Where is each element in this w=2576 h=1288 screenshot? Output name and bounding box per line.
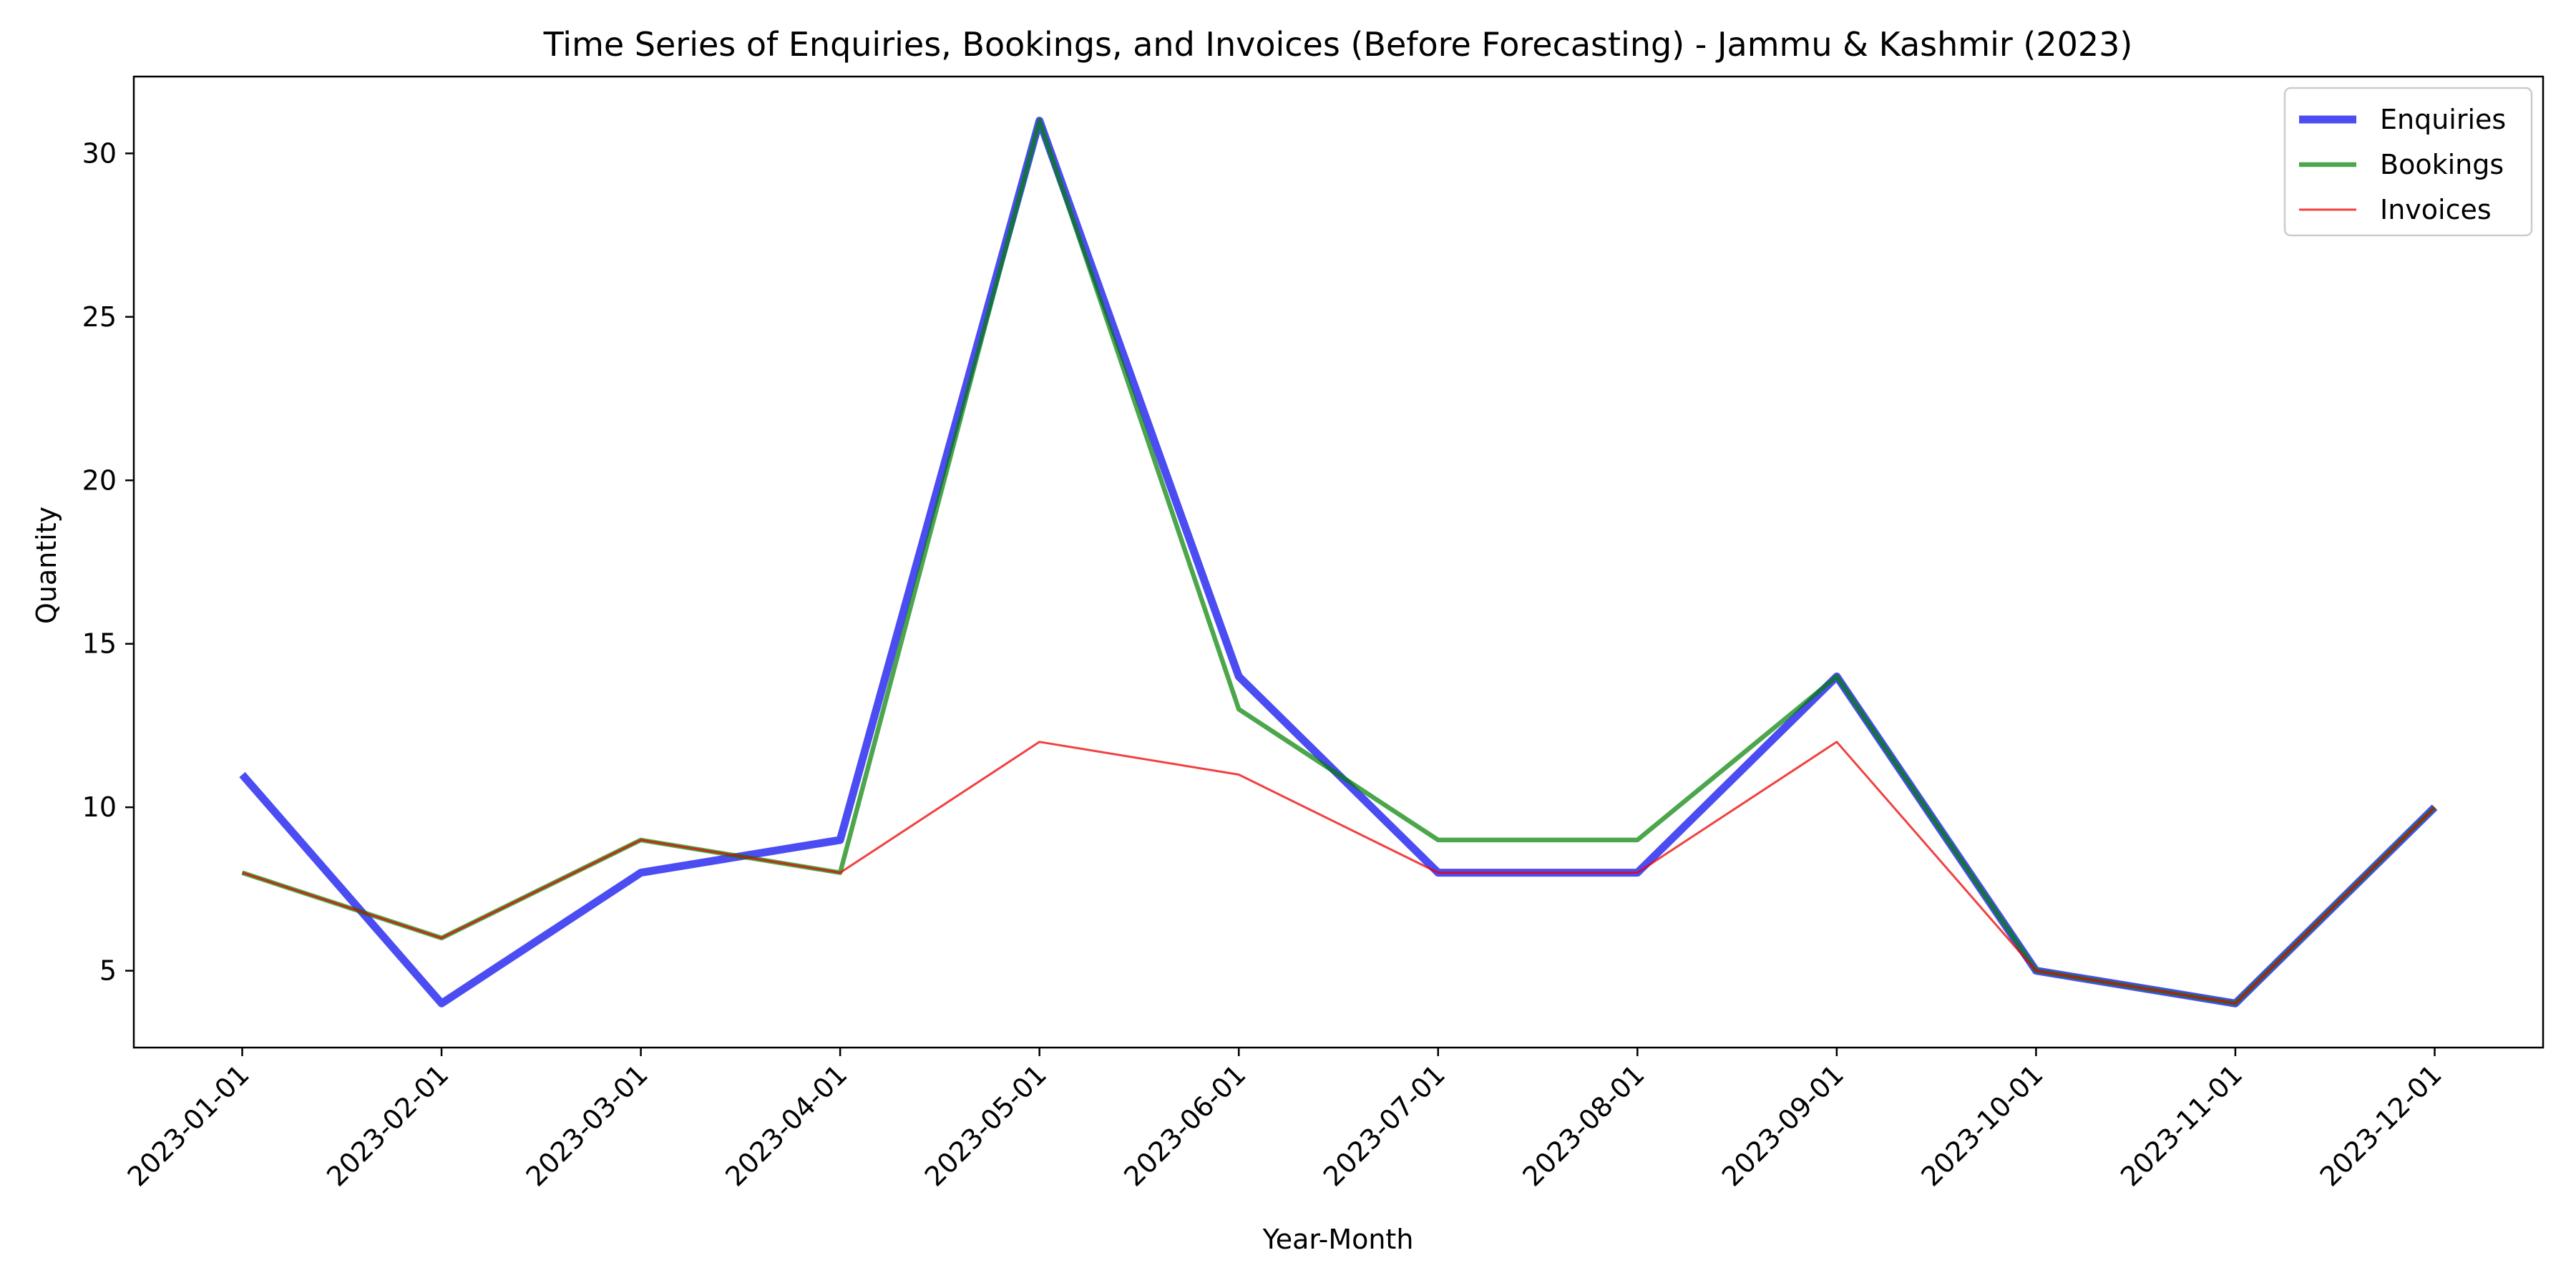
- x-tick-label: 2023-01-01: [122, 1058, 255, 1192]
- legend-label: Invoices: [2380, 194, 2492, 225]
- y-tick-label: 25: [82, 301, 117, 333]
- plot-area: [132, 75, 2545, 1049]
- x-tick-label: 2023-09-01: [1716, 1058, 1850, 1192]
- x-tick-label: 2023-03-01: [520, 1058, 654, 1192]
- x-tick-label: 2023-04-01: [719, 1058, 853, 1192]
- y-tick-label: 20: [82, 464, 117, 496]
- series-line-invoices: [242, 741, 2436, 1005]
- y-tick-label: 5: [99, 955, 117, 987]
- x-tick-label: 2023-08-01: [1516, 1058, 1650, 1192]
- x-tick-label: 2023-06-01: [1118, 1058, 1252, 1192]
- y-axis: 5 10 15 20 25 30: [82, 137, 134, 987]
- y-axis-label: Quantity: [31, 507, 62, 624]
- plot-frame: [132, 75, 2545, 1049]
- legend-label: Enquiries: [2380, 104, 2506, 135]
- legend-label: Bookings: [2380, 149, 2504, 180]
- x-tick-label: 2023-05-01: [919, 1058, 1053, 1192]
- x-tick-label: 2023-11-01: [2114, 1058, 2248, 1192]
- y-tick-label: 15: [82, 628, 117, 660]
- series-line-enquiries: [239, 117, 2438, 1008]
- y-tick-label: 30: [82, 137, 117, 169]
- chart-title: Time Series of Enquiries, Bookings, and …: [543, 25, 2133, 64]
- x-tick-label: 2023-10-01: [1915, 1058, 2049, 1192]
- x-tick-label: 2023-12-01: [2314, 1058, 2448, 1192]
- y-tick-label: 10: [82, 791, 117, 823]
- x-axis: 2023-01-01 2023-02-01 2023-03-01 2023-04-01…: [122, 1048, 2448, 1193]
- series-lines: [239, 117, 2438, 1008]
- x-tick-label: 2023-02-01: [321, 1058, 454, 1192]
- x-axis-label: Year-Month: [1262, 1224, 1414, 1255]
- series-line-bookings: [241, 118, 2436, 1006]
- legend: Enquiries Bookings Invoices: [2283, 87, 2533, 237]
- legend-box: [2283, 87, 2533, 237]
- x-tick-label: 2023-07-01: [1317, 1058, 1451, 1192]
